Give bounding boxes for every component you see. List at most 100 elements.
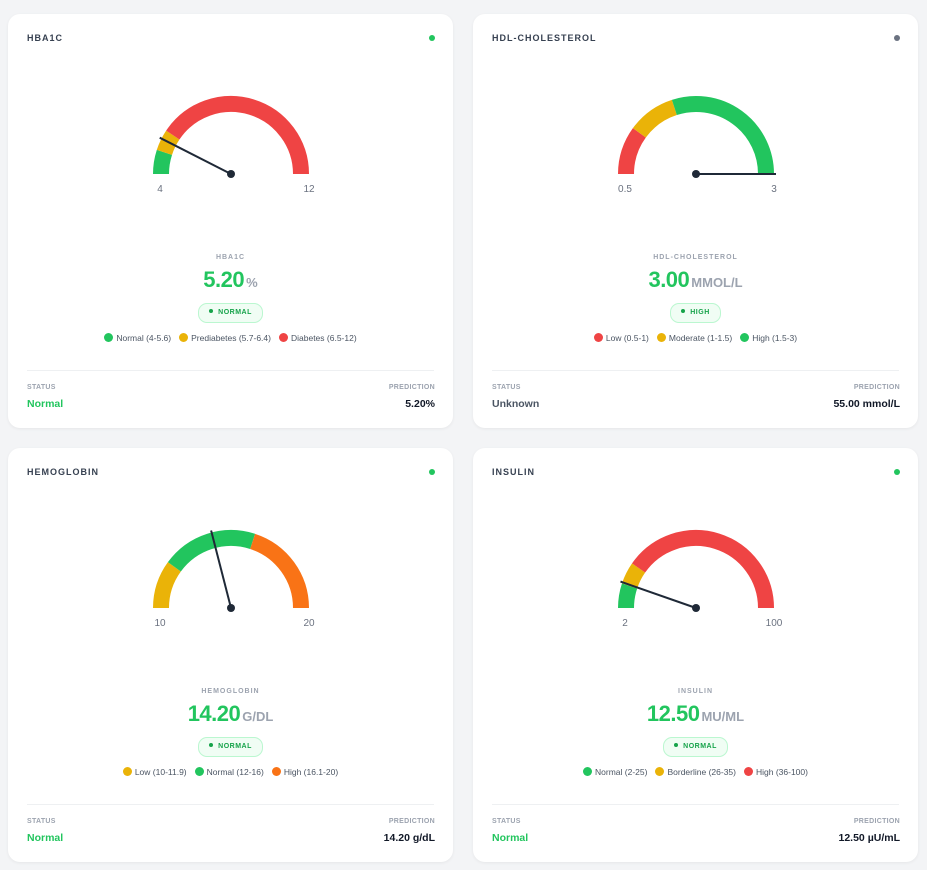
badge-dot-icon <box>209 743 214 748</box>
metric-value: 12.50 MU/ML <box>473 701 918 727</box>
legend-item: Low (10-11.9) <box>122 767 187 777</box>
legend: Low (10-11.9) Normal (12-16) High (16.1-20… <box>8 767 453 777</box>
legend-dot-icon <box>271 767 281 777</box>
badge-wrap: NORMAL <box>8 735 453 757</box>
gauge-segment-0 <box>618 128 647 175</box>
gauge-max-label: 12 <box>303 184 315 195</box>
status-dot-icon <box>429 35 435 41</box>
prediction-label: PREDICTION <box>388 818 435 825</box>
legend-label: Diabetes (6.5-12) <box>290 333 357 343</box>
metric-number: 12.50 <box>646 701 700 726</box>
legend-item: High (1.5-3) <box>740 333 797 343</box>
status-value: Unknown <box>492 398 540 410</box>
card-hemoglobin: HEMOGLOBIN 10 20 HEMOGLOBIN 14.20 G/DL NOR… <box>8 448 453 862</box>
legend-dot-icon <box>743 767 753 777</box>
legend-label: Normal (12-16) <box>206 767 264 777</box>
status-value: Normal <box>27 398 64 410</box>
gauge-needle <box>159 136 232 175</box>
legend-dot-icon <box>740 333 750 343</box>
gauge-hub <box>227 604 235 612</box>
metric-unit: G/DL <box>242 709 274 724</box>
legend-item: Low (0.5-1) <box>593 333 649 343</box>
legend-dot-icon <box>583 767 593 777</box>
card-hdl-cholesterol: HDL-CHOLESTEROL 0.5 3 HDL-CHOLESTEROL 3.0… <box>473 14 918 428</box>
prediction-value: 5.20% <box>405 398 435 410</box>
gauge-segment-1 <box>167 530 256 572</box>
legend-label: Normal (4-5.6) <box>116 333 172 343</box>
gauge-hub <box>692 604 700 612</box>
card-insulin: INSULIN 2 100 INSULIN 12.50 MU/ML NORMAL N… <box>473 448 918 862</box>
gauge-needle <box>620 580 697 609</box>
card-hba1c: HBA1C 4 12 HBA1C 5.20% NORMAL Normal (4-5… <box>8 14 453 428</box>
gauge-hub <box>692 170 700 178</box>
legend-label: Normal (2-25) <box>595 767 648 777</box>
card-title: INSULIN <box>492 467 535 477</box>
badge-wrap: NORMAL <box>8 301 453 323</box>
metric-number: 3.00 <box>648 267 690 292</box>
badge-dot-icon <box>681 309 686 314</box>
metric-value: 5.20% <box>8 267 453 293</box>
status-dot-icon <box>894 35 900 41</box>
gauge-segment-2 <box>671 96 774 175</box>
gauge-segment-0 <box>618 583 638 609</box>
legend-dot-icon <box>655 767 665 777</box>
status-label: STATUS <box>492 818 521 825</box>
metric-label: HDL-CHOLESTEROL <box>653 254 738 261</box>
gauge-chart: 2 100 <box>618 530 783 629</box>
status-value: Normal <box>27 832 64 844</box>
legend-item: Prediabetes (5.7-6.4) <box>179 333 271 343</box>
metric-label: INSULIN <box>678 688 713 695</box>
gauge-chart: 4 12 <box>153 96 315 195</box>
legend-dot-icon <box>179 333 189 343</box>
legend: Normal (4-5.6) Prediabetes (5.7-6.4) Diabe… <box>8 333 453 343</box>
legend-label: High (16.1-20) <box>283 767 339 777</box>
gauge-min-label: 10 <box>154 618 166 629</box>
legend-item: High (16.1-20) <box>271 767 339 777</box>
legend-dot-icon <box>656 333 666 343</box>
metric-unit: MMOL/L <box>691 275 743 290</box>
legend-dot-icon <box>278 333 288 343</box>
metric-label: HBA1C <box>215 254 246 261</box>
metric-value: 14.20 G/DL <box>8 701 453 727</box>
prediction-label: PREDICTION <box>388 384 435 391</box>
divider <box>27 804 434 805</box>
legend-dot-icon <box>122 767 132 777</box>
metric-number: 5.20 <box>203 267 245 292</box>
gauge-chart: 0.5 3 <box>618 96 777 195</box>
gauge-segment-1 <box>621 563 646 589</box>
gauge-min-label: 4 <box>157 184 163 195</box>
badge-dot-icon <box>209 309 214 314</box>
card-title: HEMOGLOBIN <box>27 467 99 477</box>
legend-item: Normal (2-25) <box>583 767 647 777</box>
gauge-segment-2 <box>632 530 774 609</box>
legend-label: High (36-100) <box>755 767 808 777</box>
legend-dot-icon <box>194 767 204 777</box>
gauge-max-label: 100 <box>766 618 783 629</box>
badge-wrap: NORMAL <box>473 735 918 757</box>
gauge-segment-2 <box>166 96 309 175</box>
prediction-label: PREDICTION <box>853 818 900 825</box>
legend-label: Moderate (1-1.5) <box>668 333 733 343</box>
metric-label: HEMOGLOBIN <box>201 688 260 695</box>
legend-item: Diabetes (6.5-12) <box>278 333 357 343</box>
status-label: STATUS <box>27 384 56 391</box>
metric-number: 14.20 <box>187 701 241 726</box>
divider <box>492 804 899 805</box>
legend-dot-icon <box>104 333 114 343</box>
gauge-segment-1 <box>632 99 678 138</box>
status-label: STATUS <box>492 384 521 391</box>
badge-label: NORMAL <box>683 743 717 750</box>
card-title: HBA1C <box>27 33 64 43</box>
gauge-segment-2 <box>249 533 309 609</box>
gauge-min-label: 2 <box>622 618 628 629</box>
legend: Low (0.5-1) Moderate (1-1.5) High (1.5-3) <box>473 333 918 343</box>
legend-item: Moderate (1-1.5) <box>656 333 733 343</box>
legend-label: Prediabetes (5.7-6.4) <box>191 333 271 343</box>
gauge-needle <box>210 530 232 609</box>
badge-label: NORMAL <box>218 743 252 750</box>
legend-item: Normal (4-5.6) <box>104 333 171 343</box>
status-dot-icon <box>894 469 900 475</box>
divider <box>492 370 899 371</box>
gauge-segment-0 <box>153 149 173 175</box>
metric-unit: MU/ML <box>701 709 745 724</box>
